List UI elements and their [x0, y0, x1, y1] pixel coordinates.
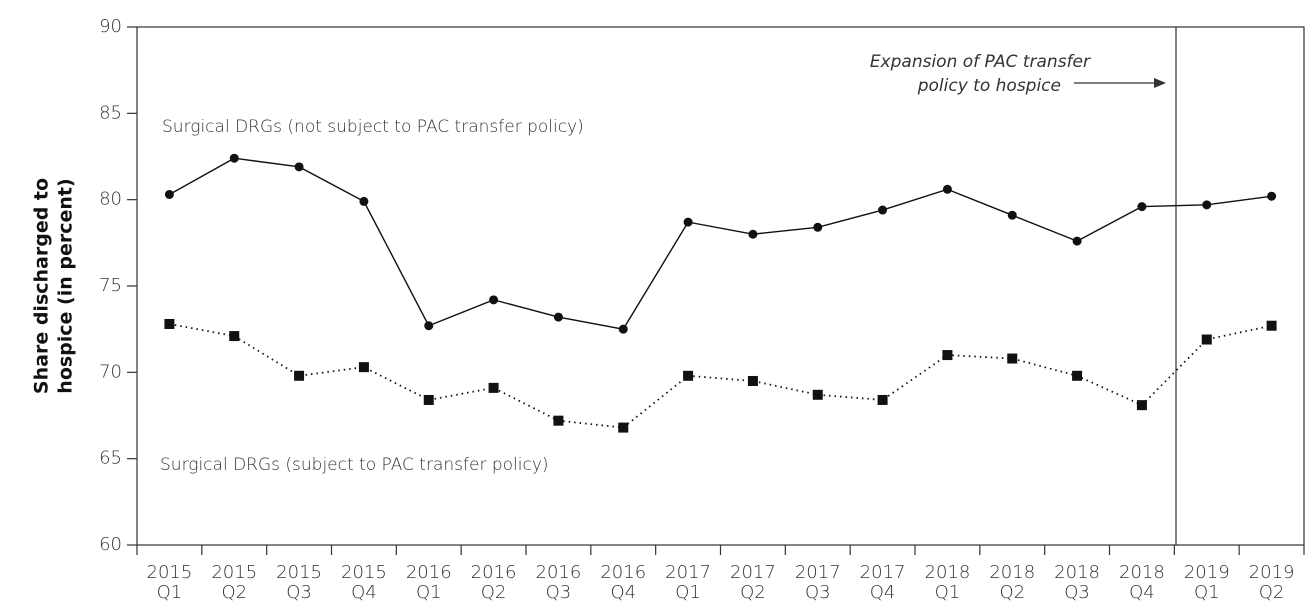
series-line	[169, 323, 1272, 429]
point	[358, 362, 369, 373]
x-tick-label: 2018 Q3	[1054, 562, 1100, 603]
x-tick-label: 2019 Q1	[1184, 562, 1230, 603]
point	[1267, 191, 1277, 201]
point	[424, 321, 434, 331]
point	[1202, 200, 1212, 210]
point	[683, 370, 694, 381]
series-label: Surgical DRGs (not subject to PAC transf…	[162, 117, 584, 137]
x-tick-label: 2018 Q1	[925, 562, 971, 603]
y-axis-label: Share discharged to	[31, 178, 53, 394]
point	[812, 389, 823, 400]
point	[423, 394, 434, 405]
point	[618, 422, 629, 433]
y-tick-label: 70	[99, 361, 122, 382]
arrow-head	[1154, 78, 1166, 88]
y-tick-label: 60	[99, 534, 122, 555]
point	[747, 375, 758, 386]
annotation: policy to hospice	[917, 76, 1061, 96]
x-tick-label: 2015 Q2	[211, 562, 257, 603]
point	[878, 205, 888, 215]
point	[294, 162, 304, 172]
x-tick-label: 2017 Q4	[860, 562, 906, 603]
point	[1137, 202, 1147, 212]
point	[1007, 353, 1018, 364]
point	[1136, 400, 1147, 411]
point	[164, 189, 174, 199]
point	[1201, 334, 1212, 345]
point	[553, 415, 564, 426]
point	[942, 184, 952, 194]
x-tick-label: 2015 Q1	[147, 562, 193, 603]
point	[294, 370, 305, 381]
series-line	[169, 157, 1272, 330]
point	[1072, 370, 1083, 381]
x-tick-label: 2015 Q4	[341, 562, 387, 603]
point	[229, 153, 239, 163]
y-tick-label: 80	[99, 189, 122, 210]
x-tick-label: 2016 Q1	[406, 562, 452, 603]
x-tick-label: 2019 Q2	[1249, 562, 1295, 603]
point	[683, 217, 693, 227]
y-tick-label: 65	[99, 448, 122, 469]
y-tick-label: 85	[99, 102, 122, 123]
point	[1266, 320, 1277, 331]
point	[1007, 210, 1017, 220]
x-tick-label: 2015 Q3	[276, 562, 322, 603]
point	[489, 295, 499, 305]
point	[1072, 236, 1082, 246]
x-tick-label: 2017 Q1	[665, 562, 711, 603]
point	[748, 229, 758, 239]
x-tick-label: 2017 Q2	[730, 562, 776, 603]
y-axis-label: hospice (in percent)	[55, 178, 77, 393]
y-tick-label: 90	[99, 16, 122, 37]
x-tick-label: 2018 Q4	[1119, 562, 1165, 603]
series-label: Surgical DRGs (subject to PAC transfer p…	[160, 455, 549, 475]
x-tick-label: 2016 Q2	[471, 562, 517, 603]
point	[942, 350, 953, 361]
point	[229, 331, 240, 342]
point	[164, 318, 175, 329]
point	[618, 324, 628, 334]
point	[553, 312, 563, 322]
x-tick-label: 2017 Q3	[795, 562, 841, 603]
point	[359, 196, 369, 206]
x-tick-label: 2016 Q3	[536, 562, 582, 603]
annotation: Expansion of PAC transfer	[870, 52, 1091, 72]
y-tick-label: 75	[99, 275, 122, 296]
point	[488, 382, 499, 393]
point	[877, 394, 888, 405]
point	[813, 222, 823, 232]
x-tick-label: 2016 Q4	[600, 562, 646, 603]
x-tick-label: 2018 Q2	[989, 562, 1035, 603]
